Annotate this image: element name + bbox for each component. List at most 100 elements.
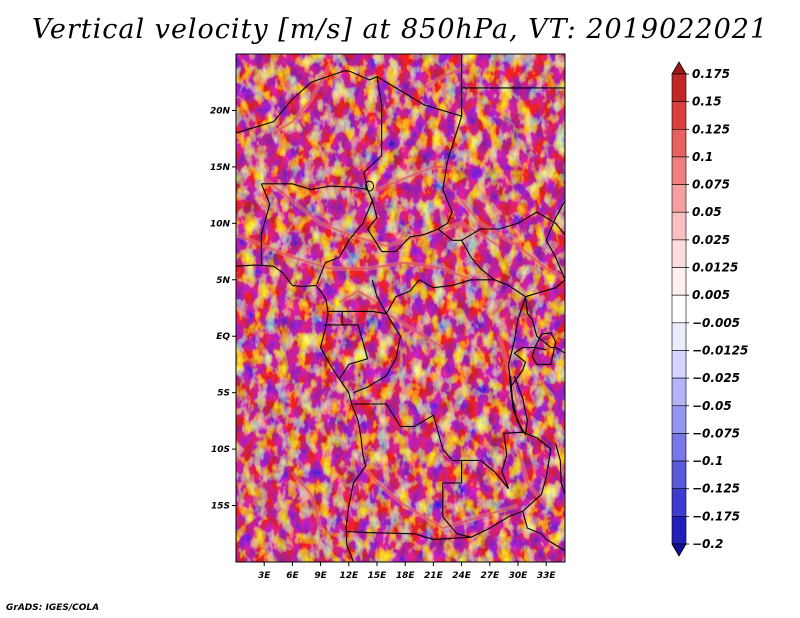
border-line [513, 346, 547, 354]
border-line [260, 183, 271, 266]
colorbar-swatch [671, 516, 687, 545]
convergence-halo [272, 64, 333, 136]
border-line [461, 211, 565, 241]
colorbar-label: −0.1 [692, 454, 723, 468]
border-line [353, 313, 402, 394]
colorbar-swatch [671, 405, 687, 434]
y-tick-label: 15N [210, 163, 231, 173]
colorbar-top-arrow [671, 61, 687, 75]
border-line [437, 228, 495, 281]
border-line [346, 483, 472, 540]
border-line [381, 228, 439, 253]
colorbar-swatch [671, 211, 687, 241]
convergence-streak [385, 312, 444, 349]
border-line [531, 332, 557, 365]
colorbar-label: −0.125 [692, 482, 740, 496]
colorbar-label: −0.025 [692, 371, 740, 385]
colorbar-swatch [671, 433, 687, 462]
colorbar-label: 0.125 [692, 122, 730, 136]
y-tick-label: 5N [216, 276, 230, 286]
y-axis: 20N 15N 10N 5N EQ 5S 10S 15S [210, 106, 236, 512]
border-line [236, 70, 370, 134]
colorbar-label: −0.075 [692, 426, 740, 440]
border-line [328, 310, 387, 315]
y-tick-label: EQ [216, 332, 230, 342]
x-tick-label: 18E [396, 571, 416, 581]
velocity-field [236, 54, 565, 562]
colorbar-label: −0.05 [692, 399, 732, 413]
border-line [437, 110, 463, 230]
border-line [524, 296, 565, 354]
x-tick-label: 21E [424, 571, 444, 581]
colorbar-swatch [671, 294, 687, 324]
border-line [522, 511, 565, 552]
x-tick-label: 24E [452, 571, 472, 581]
colorbar-swatch [671, 322, 687, 351]
colorbar-label: 0.0125 [692, 261, 738, 275]
colorbar-swatch [671, 73, 687, 102]
colorbar-swatch [671, 239, 687, 268]
colorbar-label: −0.0125 [692, 343, 748, 357]
colorbar: 0.175 0.15 0.125 0.1 0.075 0.05 0.025 0.0125 0.0… [671, 61, 748, 557]
convergence-halo [290, 470, 324, 529]
border-line [509, 375, 528, 436]
convergence-halo [515, 448, 549, 508]
border-line [545, 200, 565, 281]
convergence-streak [357, 459, 519, 530]
colorbar-label: −0.2 [692, 537, 723, 551]
colorbar-swatch [671, 377, 687, 407]
convergence-halo [356, 458, 519, 531]
convergence-streaks [236, 62, 565, 531]
colorbar-swatch [671, 128, 687, 158]
border-line [522, 431, 552, 450]
country-borders [236, 54, 565, 562]
y-tick-label: 5S [217, 389, 230, 399]
convergence-streak [376, 165, 453, 191]
convergence-streak [516, 448, 548, 507]
colorbar-bottom-arrow [671, 543, 687, 557]
convergence-halo [385, 311, 445, 350]
colorbar-label: 0.05 [692, 205, 722, 219]
y-tick-label: 10N [210, 219, 231, 229]
convergence-halo [338, 288, 379, 305]
colorbar-swatch [671, 101, 687, 130]
grads-credit: GrADS: IGES/COLA [6, 603, 100, 613]
lake-chad [364, 180, 374, 192]
colorbar-swatch [671, 156, 687, 185]
colorbar-label: −0.175 [692, 509, 740, 523]
colorbar-label: 0.025 [692, 233, 730, 247]
border-line [338, 324, 369, 380]
convergence-halo [262, 176, 501, 249]
colorbar-swatch [671, 488, 687, 517]
y-tick-label: 10S [211, 445, 230, 455]
border-line [366, 200, 383, 252]
plot-frame [235, 53, 566, 563]
border-line [353, 403, 453, 461]
x-axis: 3E 6E 9E 12E 15E 18E 21E 24E 27E 30E 33E [258, 562, 556, 581]
border-line [371, 279, 495, 315]
convergence-streak [273, 64, 331, 134]
x-tick-label: 12E [339, 571, 359, 581]
border-line [555, 443, 565, 495]
convergence-streak [263, 177, 500, 248]
convergence-streak [460, 200, 565, 281]
convergence-halo [459, 199, 565, 282]
convergence-halo [236, 232, 472, 283]
colorbar-label: 0.175 [692, 67, 730, 81]
convergence-streak [338, 289, 378, 304]
x-tick-label: 33E [537, 571, 557, 581]
x-tick-label: 6E [286, 571, 299, 581]
colorbar-swatch [671, 267, 687, 296]
x-tick-label: 15E [368, 571, 388, 581]
border-line [442, 460, 463, 484]
border-line [363, 75, 383, 190]
map-title: Vertical velocity [m/s] at 850hPa, VT: 2… [31, 14, 769, 45]
convergence-halo [376, 164, 453, 192]
convergence-streak [236, 233, 472, 281]
colorbar-label: −0.005 [692, 316, 740, 330]
y-tick-label: 20N [210, 106, 231, 116]
x-tick-label: 9E [314, 571, 327, 581]
colorbar-label: 0.005 [692, 288, 730, 302]
x-tick-label: 27E [480, 571, 500, 581]
